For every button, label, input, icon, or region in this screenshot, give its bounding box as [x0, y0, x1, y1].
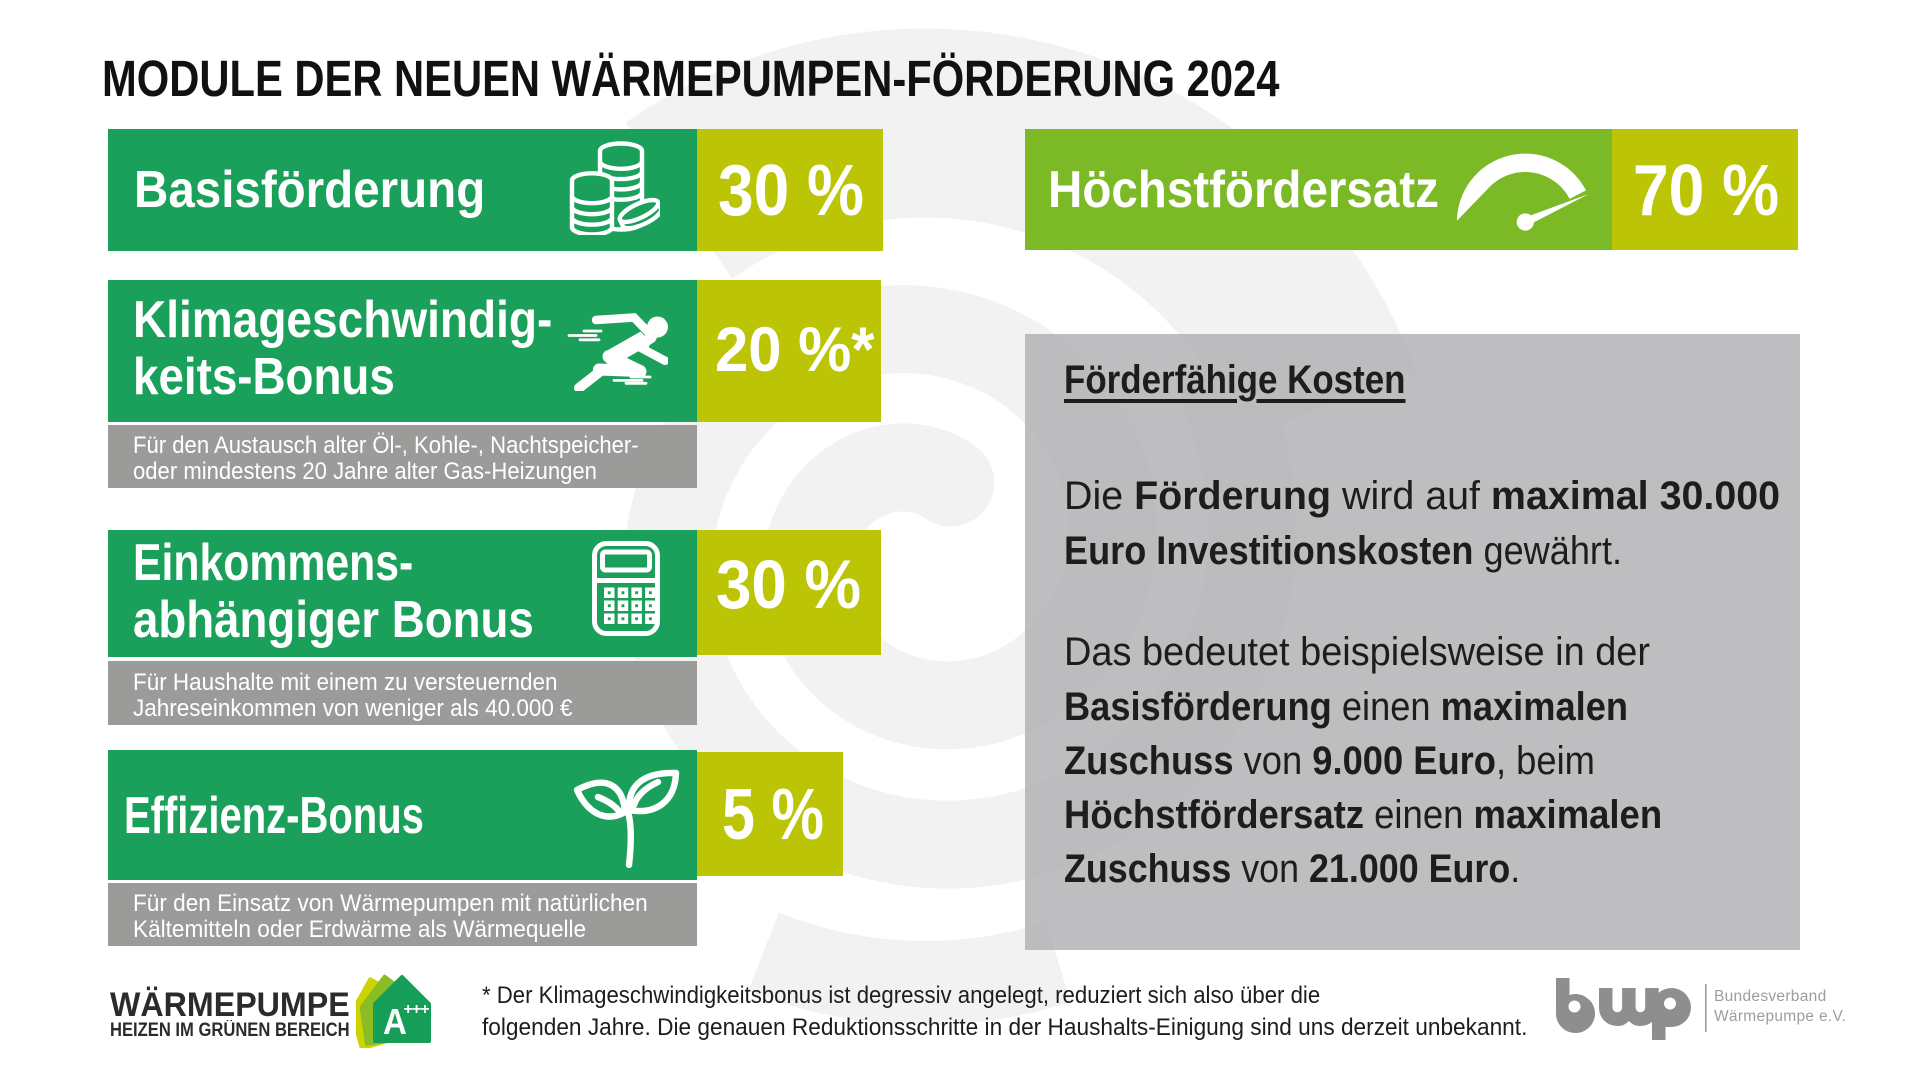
- svg-text:Bundesverband: Bundesverband: [1714, 988, 1826, 1005]
- svg-text:A: A: [383, 1003, 407, 1043]
- svg-text:Wärmepumpe e.V.: Wärmepumpe e.V.: [1714, 1008, 1846, 1025]
- svg-text:+++: +++: [404, 1001, 430, 1018]
